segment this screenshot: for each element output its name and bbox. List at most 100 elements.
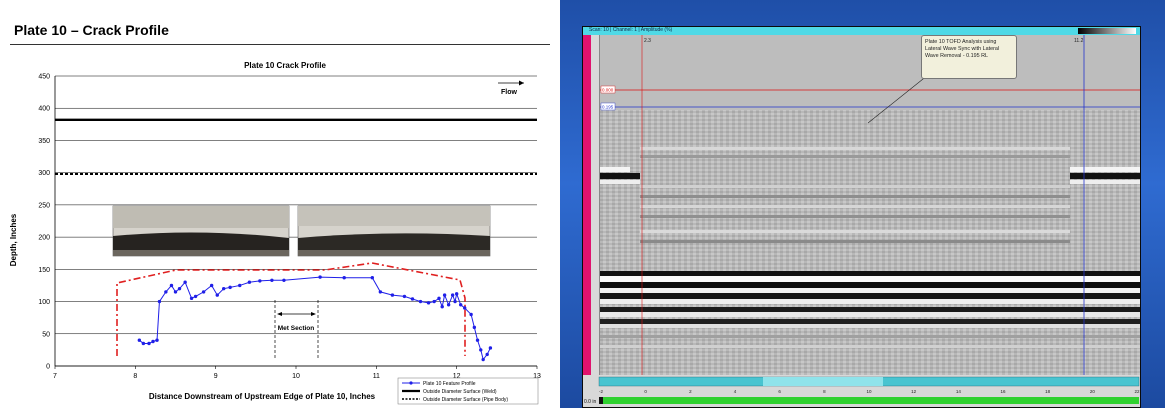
feature-profile-point — [402, 294, 407, 299]
crack-envelope-outline — [116, 262, 466, 356]
signal-band — [640, 215, 1070, 218]
feature-profile-point — [141, 341, 146, 346]
feature-profile-point — [228, 285, 232, 290]
feature-profile-point — [450, 293, 455, 297]
feature-profile-point — [440, 305, 444, 309]
index-tick-label: 2 — [689, 389, 692, 394]
feature-profile-point — [183, 280, 187, 284]
index-axis-svg: -2 0 2 4 6 8 10 12 14 16 18 20 22 0.0 in — [584, 376, 1140, 405]
signal-band — [600, 282, 1140, 288]
tofd-bscan-image[interactable]: 0.000 0.195 2.3 11.2 — [600, 35, 1140, 375]
feature-profile-point — [258, 279, 262, 283]
signal-band — [1070, 180, 1140, 184]
x-tick-label: 12 — [453, 373, 461, 380]
signal-band — [600, 312, 1140, 317]
feature-profile-point — [189, 296, 194, 301]
x-tick-label: 7 — [53, 373, 57, 380]
feature-profile-point — [238, 283, 242, 288]
signal-band — [600, 167, 630, 172]
signal-band — [1070, 173, 1140, 179]
signal-band — [640, 205, 1070, 208]
index-ticks: -2 0 2 4 6 8 10 12 14 16 18 20 22 — [599, 389, 1140, 394]
feature-profile-point — [151, 339, 155, 344]
feature-profile-point — [485, 352, 489, 357]
signal-band — [640, 147, 1070, 150]
feature-profile-point — [418, 299, 423, 304]
depth-ruler-scale — [591, 35, 600, 375]
feature-profile-point — [475, 338, 480, 342]
analysis-callout: Plate 10 TOFD Analysis using Lateral Wav… — [921, 35, 1017, 79]
index-tick-label: 14 — [956, 389, 962, 394]
feature-profile-point — [137, 338, 142, 342]
tofd-scan-panel: Scan: 10 | Channel: 1 | Amplitude (%) — [560, 0, 1165, 408]
legend-label-weld: Outside Diameter Surface (Weld) — [423, 389, 497, 395]
feature-profile-point — [463, 306, 467, 310]
legend-marker-profile — [409, 381, 413, 385]
met-section-label: Met Section — [278, 325, 315, 332]
index-tick-label: 16 — [1000, 389, 1006, 394]
y-tick-label: 150 — [38, 267, 50, 274]
feature-profile-point — [215, 293, 219, 297]
signal-band — [600, 299, 1140, 304]
x-tick-label: 11 — [373, 373, 380, 380]
tofd-signal-bands — [600, 147, 1140, 348]
feature-profile-point — [193, 294, 198, 299]
feature-profile-point — [147, 341, 151, 346]
signal-band — [600, 180, 640, 184]
flow-arrowhead — [519, 80, 524, 86]
top-marker-right: 11.2 — [1074, 38, 1084, 44]
y-tick-label: 450 — [38, 74, 50, 81]
weld-photo-right — [297, 205, 491, 257]
feature-profile-point — [177, 286, 182, 291]
feature-profile-point — [370, 276, 375, 280]
index-tick-label: 4 — [734, 389, 737, 394]
y-tick-label: 350 — [38, 138, 50, 145]
callout-pointer — [867, 74, 929, 124]
feature-profile-point — [157, 299, 162, 304]
signal-band — [600, 173, 640, 179]
crack-profile-panel: Plate 10 – Crack Profile Plate 10 Crack … — [0, 0, 561, 408]
feature-profile-point — [481, 357, 485, 362]
x-axis-label: Distance Downstream of Upstream Edge of … — [149, 392, 376, 401]
feature-profile-point — [222, 286, 226, 291]
signal-band — [1070, 167, 1140, 172]
index-tick-label: 22 — [1134, 389, 1140, 394]
cursor-label-red: 0.000 — [602, 88, 614, 93]
feature-profile-point — [410, 297, 415, 301]
index-tick-label: 6 — [778, 389, 781, 394]
feature-profile-point — [437, 296, 441, 301]
scan-titlebar: Scan: 10 | Channel: 1 | Amplitude (%) — [583, 27, 1140, 35]
weld-photo-left — [112, 205, 290, 257]
signal-band — [600, 319, 1140, 324]
signal-band — [600, 276, 1140, 282]
index-tick-label: 20 — [1090, 389, 1096, 394]
signal-band — [640, 240, 1070, 243]
signal-band — [600, 293, 1140, 299]
series-layer — [55, 118, 537, 362]
feature-profile-point — [469, 312, 473, 317]
met-section-arrowhead-left — [277, 312, 282, 316]
feature-profile-point — [458, 303, 463, 307]
y-tick-label: 200 — [38, 235, 50, 242]
chart-title: Plate 10 Crack Profile — [244, 61, 326, 70]
feature-profile-point — [426, 301, 431, 305]
feature-profile-point — [270, 278, 274, 282]
index-tick-label: 10 — [866, 389, 872, 394]
signal-band — [640, 230, 1070, 233]
feature-profile-point — [282, 278, 286, 282]
x-tick-label: 9 — [214, 373, 218, 380]
scan-window-title: Scan: 10 | Channel: 1 | Amplitude (%) — [589, 27, 673, 33]
index-tick-label: 12 — [911, 389, 917, 394]
signal-band — [640, 195, 1070, 198]
scan-index-axis[interactable]: -2 0 2 4 6 8 10 12 14 16 18 20 22 0.0 in — [583, 375, 1140, 407]
crack-profile-chart: Plate 10 Crack Profile Depth, Inches Dis… — [0, 50, 560, 405]
index-tick-label: -2 — [599, 389, 603, 394]
x-tick-label: 10 — [292, 373, 300, 380]
feature-profile-point — [247, 280, 252, 284]
depth-ruler-bar[interactable] — [583, 35, 591, 375]
feature-profile-point — [169, 283, 174, 288]
y-tick-label: 50 — [42, 331, 50, 338]
feature-profile-point — [155, 338, 159, 342]
left-readout: 0.0 in — [584, 399, 596, 405]
legend-label-pipe-body: Outside Diameter Surface (Pipe Body) — [423, 397, 508, 403]
